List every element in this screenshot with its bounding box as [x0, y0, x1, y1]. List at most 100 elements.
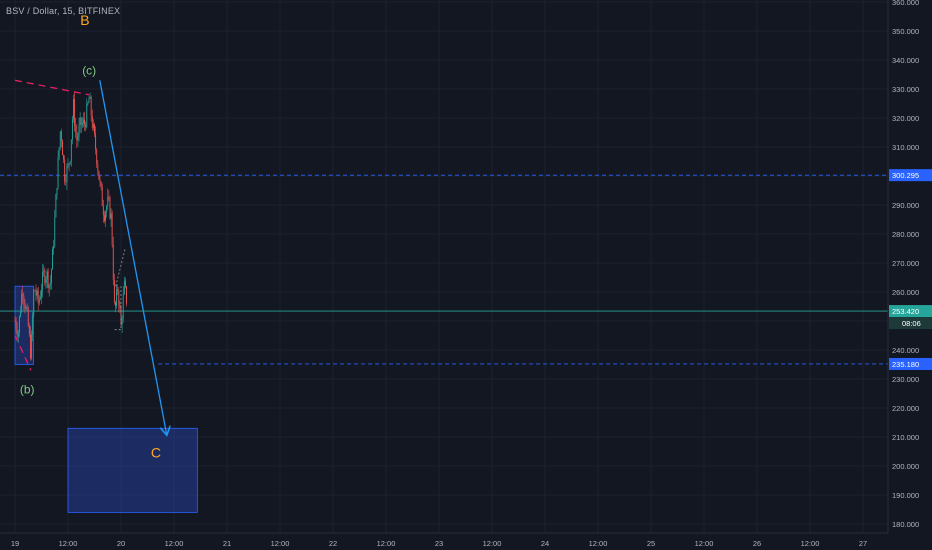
- time-tick-label: 26: [753, 539, 761, 548]
- price-tick-label: 280.000: [892, 230, 919, 239]
- price-tick-label: 200.000: [892, 462, 919, 471]
- candle-body: [73, 99, 74, 120]
- candle-body: [124, 280, 126, 287]
- price-tick-label: 360.000: [892, 0, 919, 7]
- time-tick-label: 12:00: [377, 539, 396, 548]
- time-tick-label: 27: [859, 539, 867, 548]
- price-axis[interactable]: 180.000 190.000 200.000 210.000 220.000 230.0…: [887, 0, 932, 533]
- price-tick-label: 270.000: [892, 259, 919, 268]
- candle-body: [26, 307, 28, 309]
- candle-body: [99, 179, 101, 183]
- candle-body: [76, 132, 78, 141]
- candle-body: [94, 124, 95, 135]
- price-tick-label: 230.000: [892, 375, 919, 384]
- symbol-title: BSV / Dollar, 15, BITFINEX: [6, 6, 121, 16]
- candle-body: [20, 311, 21, 317]
- wave-labels: B (c) (b) C: [20, 12, 161, 460]
- candle-body: [62, 140, 63, 156]
- candle-body: [103, 215, 105, 221]
- price-tick-label: 310.000: [892, 143, 919, 152]
- candles: [14, 91, 127, 361]
- wave-label: C: [151, 444, 161, 460]
- candle-body: [112, 244, 114, 280]
- trendline[interactable]: [14, 79, 90, 96]
- time-axis[interactable]: 19 12:00 20 12:00 21 12:00 22 12:00 23 12:00 24 12:…: [0, 532, 888, 548]
- price-tag[interactable]: [889, 305, 932, 318]
- candle-body: [15, 321, 17, 330]
- candle-body: [24, 302, 26, 309]
- candle-body: [80, 117, 82, 125]
- candle-body: [91, 115, 93, 128]
- candle-body: [68, 163, 70, 165]
- time-tick-label: 12:00: [695, 539, 714, 548]
- candle-body: [116, 289, 118, 307]
- candle-body: [108, 196, 110, 198]
- candle-body: [55, 194, 57, 218]
- price-tick-label: 190.000: [892, 491, 919, 500]
- candle-body: [18, 316, 20, 333]
- candle-body: [58, 147, 60, 158]
- candle-body: [107, 196, 109, 207]
- candle-body: [67, 163, 69, 167]
- candle-body: [56, 188, 58, 195]
- candle-body: [85, 124, 87, 128]
- price-lines: [0, 174, 888, 365]
- candle-body: [92, 124, 94, 128]
- price-tick-label: 330.000: [892, 85, 919, 94]
- time-tick-label: 22: [329, 539, 337, 548]
- price-tag-label: 235.180: [892, 360, 919, 369]
- candle-body: [23, 296, 25, 303]
- trendline[interactable]: [14, 335, 32, 371]
- candle-body: [118, 290, 120, 306]
- candle-body: [47, 271, 49, 289]
- candle-body: [41, 290, 42, 297]
- candle-body: [21, 293, 23, 312]
- candle-body: [110, 213, 112, 219]
- candle-body: [60, 131, 62, 141]
- candle-body: [100, 182, 102, 187]
- candle-body: [84, 119, 86, 125]
- candle-body: [65, 181, 67, 183]
- candle-body: [105, 212, 106, 221]
- candle-body: [71, 119, 73, 140]
- candle-body: [97, 163, 99, 171]
- candle-body: [69, 161, 71, 164]
- time-tick-label: 12:00: [801, 539, 820, 548]
- candle-body: [123, 280, 125, 295]
- candle-body: [120, 308, 122, 325]
- candle-body: [89, 96, 91, 99]
- candle-body: [119, 305, 121, 309]
- candle-body: [66, 166, 68, 182]
- candle-body: [52, 248, 53, 270]
- price-tag[interactable]: [889, 357, 932, 370]
- price-tag[interactable]: [889, 169, 932, 182]
- candle-body: [45, 279, 47, 283]
- candle-body: [42, 272, 44, 291]
- candle-body: [28, 325, 30, 335]
- price-tick-label: 220.000: [892, 404, 919, 413]
- candle-body: [25, 307, 27, 309]
- candle-body: [115, 302, 116, 307]
- candle-body: [98, 170, 100, 180]
- candle-body: [34, 290, 36, 292]
- price-tick-label: 240.000: [892, 346, 919, 355]
- time-tick-label: 23: [435, 539, 443, 548]
- trendlines[interactable]: [14, 79, 167, 434]
- candle-body: [57, 157, 59, 189]
- projection-arrow[interactable]: [99, 80, 167, 434]
- candle-body: [43, 270, 45, 273]
- candle-body: [96, 149, 98, 164]
- candle-body: [63, 155, 65, 160]
- time-tick-label: 12:00: [271, 539, 290, 548]
- price-tick-label: 340.000: [892, 56, 919, 65]
- time-tick-label: 25: [647, 539, 655, 548]
- triangle-drawing-top[interactable]: [115, 248, 126, 287]
- wave-label: (c): [82, 64, 96, 78]
- price-tag-label: 253.420: [892, 307, 919, 316]
- candle-body: [106, 206, 108, 213]
- zones: [14, 285, 198, 513]
- candle-body: [31, 334, 33, 359]
